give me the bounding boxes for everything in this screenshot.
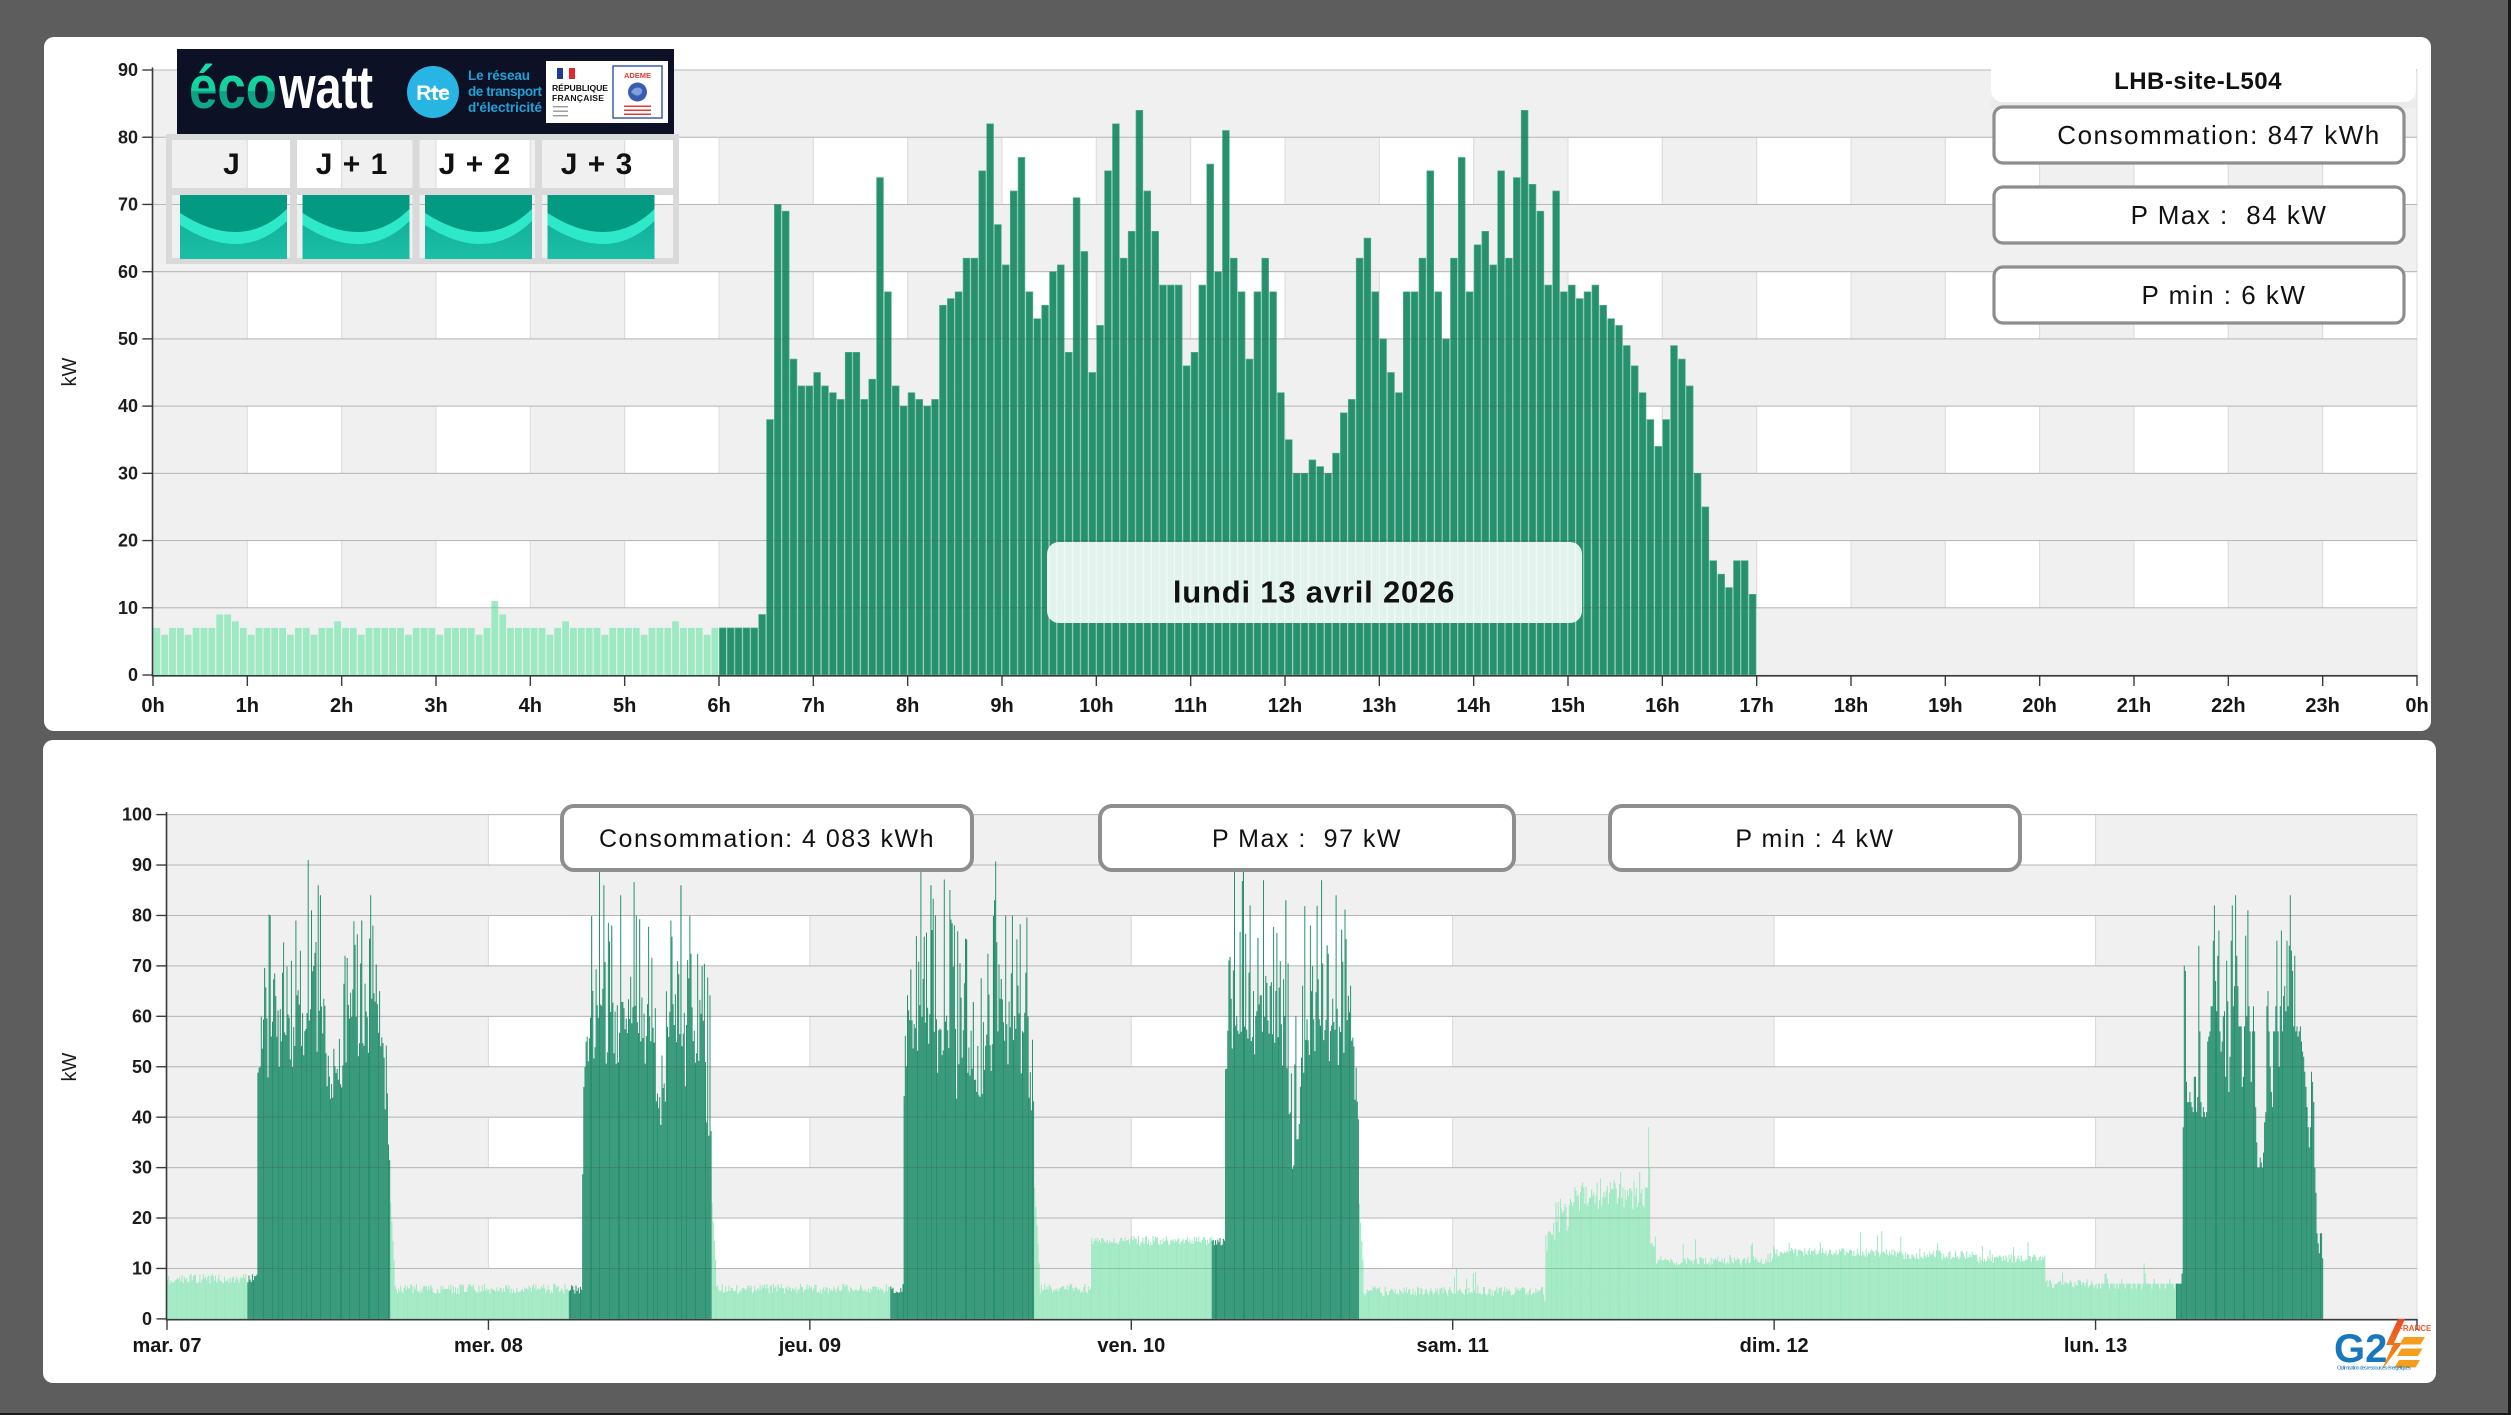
svg-text:0h: 0h [141,695,164,717]
svg-text:J + 1: J + 1 [316,148,389,181]
svg-text:0: 0 [142,1309,152,1329]
svg-text:90: 90 [132,855,152,875]
svg-text:13h: 13h [1362,695,1396,717]
svg-text:jeu. 09: jeu. 09 [778,1335,841,1357]
svg-text:2h: 2h [330,695,353,717]
svg-text:20: 20 [132,1208,152,1228]
svg-text:P Max : 97 kW: P Max : 97 kW [1212,825,1402,853]
svg-text:21h: 21h [2117,695,2151,717]
svg-text:60: 60 [132,1006,152,1026]
svg-text:19h: 19h [1928,695,1962,717]
svg-text:Consommation: 4 083 kWh: Consommation: 4 083 kWh [599,825,935,853]
svg-text:10: 10 [118,598,138,618]
svg-text:70: 70 [132,956,152,976]
svg-text:50: 50 [132,1057,152,1077]
svg-text:18h: 18h [1834,695,1868,717]
svg-text:ADEME: ADEME [624,71,651,80]
svg-text:30: 30 [132,1158,152,1178]
svg-text:lundi 13 avril 2026: lundi 13 avril 2026 [1173,574,1455,609]
svg-text:P Max : 84 kW: P Max : 84 kW [2131,200,2328,230]
svg-text:5h: 5h [613,695,636,717]
svg-text:16h: 16h [1645,695,1679,717]
svg-text:LHB-site-L504: LHB-site-L504 [2114,68,2282,95]
svg-text:de transport: de transport [468,84,543,99]
svg-text:kW: kW [59,1052,81,1081]
svg-text:éco: éco [189,54,277,121]
svg-text:Optimisation des ressources én: Optimisation des ressources énergétiques [2337,1366,2411,1372]
svg-text:0h: 0h [2405,695,2428,717]
svg-text:J + 2: J + 2 [439,148,512,181]
svg-text:watt: watt [278,54,373,121]
svg-text:60: 60 [118,262,138,282]
svg-text:11h: 11h [1174,695,1207,717]
svg-text:1h: 1h [236,695,259,717]
svg-text:15h: 15h [1551,695,1585,717]
svg-text:mer. 08: mer. 08 [454,1335,523,1357]
svg-text:40: 40 [118,396,138,416]
svg-text:sam. 11: sam. 11 [1417,1335,1489,1357]
svg-text:d'électricité: d'électricité [468,100,542,115]
svg-text:lun. 13: lun. 13 [2064,1335,2127,1357]
svg-text:FRANÇAISE: FRANÇAISE [552,93,604,103]
svg-text:J: J [223,148,241,181]
svg-text:30: 30 [118,463,138,483]
svg-text:P min : 6 kW: P min : 6 kW [2142,280,2307,310]
svg-text:Rte: Rte [416,82,450,105]
svg-text:20h: 20h [2022,695,2056,717]
svg-text:4h: 4h [519,695,542,717]
svg-text:40: 40 [132,1107,152,1127]
svg-text:10h: 10h [1079,695,1113,717]
svg-text:22h: 22h [2211,695,2245,717]
svg-text:dim. 12: dim. 12 [1740,1335,1809,1357]
svg-text:23h: 23h [2305,695,2339,717]
svg-text:3h: 3h [424,695,447,717]
svg-text:P min : 4 kW: P min : 4 kW [1735,825,1894,853]
svg-text:50: 50 [118,329,138,349]
svg-text:10: 10 [132,1259,152,1279]
svg-text:8h: 8h [896,695,919,717]
svg-text:12h: 12h [1268,695,1302,717]
svg-text:Le réseau: Le réseau [468,68,530,83]
svg-text:7h: 7h [802,695,825,717]
svg-text:14h: 14h [1456,695,1490,717]
svg-text:80: 80 [118,127,138,147]
svg-text:90: 90 [118,60,138,80]
svg-text:80: 80 [132,906,152,926]
svg-text:kW: kW [59,357,81,386]
svg-text:FRANCE: FRANCE [2398,1324,2432,1333]
svg-text:17h: 17h [1739,695,1773,717]
svg-text:ven. 10: ven. 10 [1097,1335,1165,1357]
svg-text:G2: G2 [2334,1327,2387,1371]
svg-text:J + 3: J + 3 [561,148,634,181]
svg-text:mar. 07: mar. 07 [133,1335,202,1357]
svg-text:0: 0 [128,665,138,685]
svg-text:Consommation: 847 kWh: Consommation: 847 kWh [2057,120,2380,150]
svg-text:20: 20 [118,531,138,551]
svg-text:RÉPUBLIQUE: RÉPUBLIQUE [552,83,608,93]
svg-text:100: 100 [122,805,152,825]
svg-text:6h: 6h [707,695,730,717]
svg-text:9h: 9h [990,695,1013,717]
svg-text:70: 70 [118,195,138,215]
